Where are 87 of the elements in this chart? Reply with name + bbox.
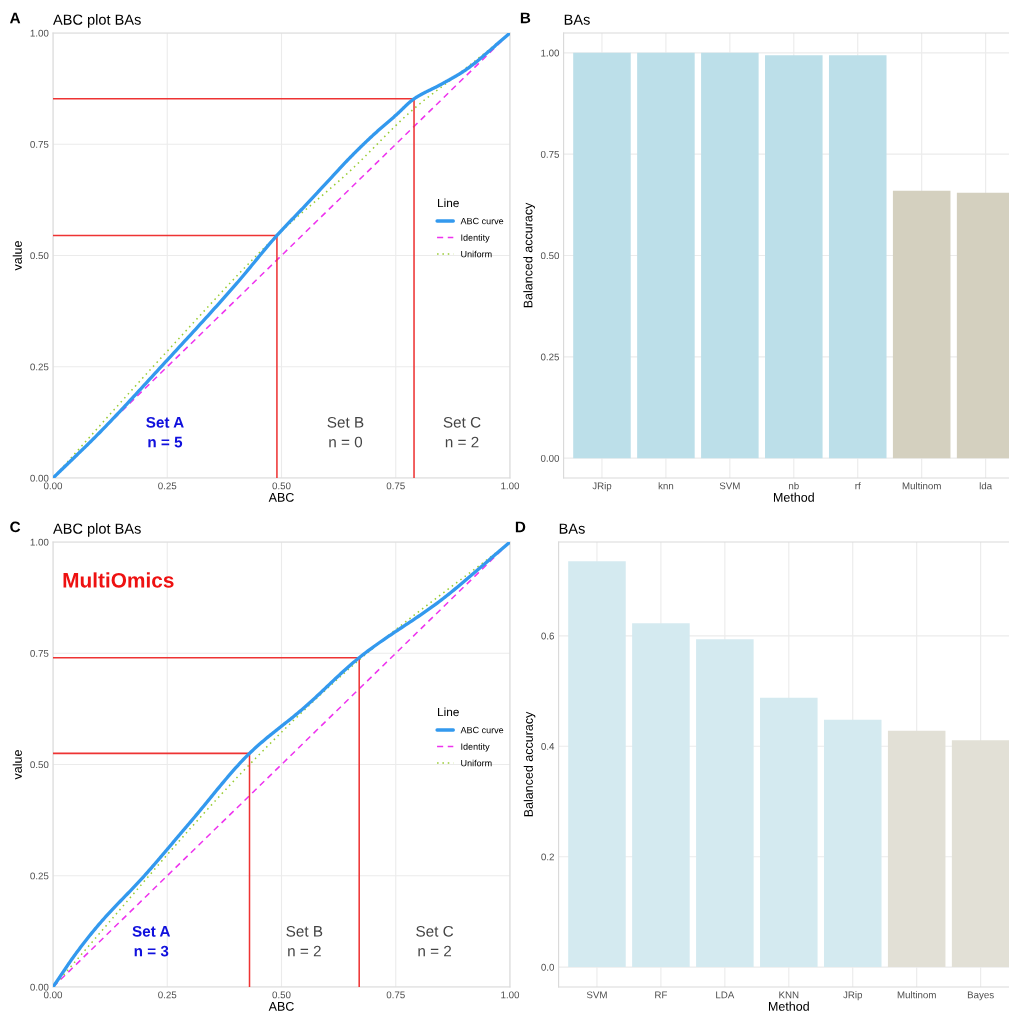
- bar: [573, 52, 631, 459]
- legend-title: Line: [438, 198, 459, 208]
- x-tick-label: KNN: [779, 991, 799, 999]
- x-tick-label: 0.25: [158, 991, 177, 999]
- x-tick-label: 1.00: [501, 991, 520, 999]
- x-tick-label: RF: [655, 991, 667, 999]
- x-axis-title: ABC: [268, 492, 294, 502]
- y-axis-title: Balanced accuracy: [523, 711, 536, 817]
- x-tick-label: rf: [855, 482, 861, 490]
- y-axis-title: value: [12, 241, 22, 271]
- legend-title: Line: [438, 707, 459, 717]
- annotation: Set B n = 0: [327, 416, 364, 448]
- chart-title: ABC plot BAs: [53, 14, 141, 28]
- legend-label: Uniform: [461, 250, 492, 258]
- y-tick-label: 1.00: [30, 538, 49, 546]
- text: A: [9, 12, 21, 24]
- x-tick-label: knn: [658, 482, 674, 490]
- y-tick-label: 0.25: [30, 363, 49, 371]
- x-tick-label: 0.25: [158, 482, 177, 490]
- x-tick-label: 0.75: [386, 991, 405, 999]
- y-tick-label: 0.0: [541, 963, 555, 971]
- legend-label: Uniform: [461, 759, 492, 767]
- x-tick-label: 0.75: [386, 482, 405, 490]
- annotation: Set C n = 2: [416, 925, 454, 957]
- y-tick-label: 1.00: [30, 29, 49, 37]
- annotation: Set C n = 2: [443, 416, 481, 448]
- y-tick-label: 0.00: [540, 454, 560, 462]
- x-axis-title: Method: [768, 1001, 809, 1011]
- bar: [828, 55, 887, 459]
- bar: [637, 52, 695, 459]
- y-axis-title: value: [12, 750, 22, 780]
- y-tick-label: 0.25: [30, 872, 49, 880]
- y-tick-label: 0.4: [541, 743, 555, 750]
- bar: [568, 561, 626, 968]
- legend-label: Identity: [461, 234, 490, 243]
- x-tick-label: SVM: [719, 482, 740, 490]
- bar: [701, 52, 759, 459]
- annotation: Set B n = 2: [286, 925, 323, 957]
- chart-title: BAs: [564, 14, 590, 25]
- x-tick-label: LDA: [716, 991, 735, 999]
- y-tick-label: 0.6: [541, 632, 555, 640]
- x-tick-label: nb: [789, 482, 799, 490]
- annotation: Set A n = 5: [146, 416, 184, 448]
- chart-title: BAs: [559, 523, 585, 534]
- bar: [632, 623, 690, 968]
- y-tick-label: 0.75: [30, 649, 49, 657]
- x-tick-label: 0.00: [43, 482, 63, 490]
- y-tick-label: 1.00: [541, 49, 560, 57]
- y-tick-label: 0.2: [541, 853, 554, 861]
- y-tick-label: 0.00: [30, 983, 49, 991]
- text: C: [10, 521, 21, 533]
- annotation: MultiOmics: [63, 572, 174, 588]
- x-tick-label: Bayes: [967, 991, 994, 1001]
- y-tick-label: 0.25: [540, 353, 560, 361]
- x-tick-label: SVM: [586, 991, 607, 999]
- bar: [760, 697, 818, 968]
- y-tick-label: 0.50: [30, 761, 49, 769]
- text: B: [520, 12, 531, 24]
- text: D: [515, 521, 526, 533]
- x-axis-title: ABC: [268, 1001, 294, 1011]
- x-tick-label: lda: [979, 482, 993, 490]
- x-tick-label: 0.50: [272, 482, 291, 490]
- y-tick-label: 0.00: [30, 474, 49, 482]
- y-axis-title: Balanced accuracy: [523, 202, 535, 308]
- legend-label: Identity: [461, 743, 490, 752]
- x-tick-label: Multinom: [902, 482, 941, 490]
- x-tick-label: Multinom: [897, 991, 936, 999]
- x-tick-label: JRip: [592, 482, 612, 492]
- x-tick-label: 0.50: [272, 991, 291, 999]
- bar: [887, 730, 946, 968]
- annotation: Set A n = 3: [132, 925, 171, 957]
- bar: [823, 719, 882, 968]
- bar: [765, 55, 823, 459]
- chart-title: ABC plot BAs: [53, 523, 141, 537]
- legend-label: ABC curve: [460, 726, 504, 734]
- y-tick-label: 0.75: [30, 140, 49, 148]
- legend-label: ABC curve: [460, 217, 504, 225]
- bar: [696, 639, 754, 968]
- x-tick-label: 1.00: [501, 482, 520, 490]
- x-tick-label: JRip: [843, 991, 863, 1001]
- x-tick-label: 0.00: [43, 991, 63, 999]
- y-tick-label: 0.50: [30, 252, 49, 260]
- y-tick-label: 0.75: [540, 150, 560, 158]
- bar: [892, 190, 951, 459]
- x-axis-title: Method: [773, 492, 814, 502]
- y-tick-label: 0.50: [540, 252, 560, 260]
- bar: [951, 740, 1009, 968]
